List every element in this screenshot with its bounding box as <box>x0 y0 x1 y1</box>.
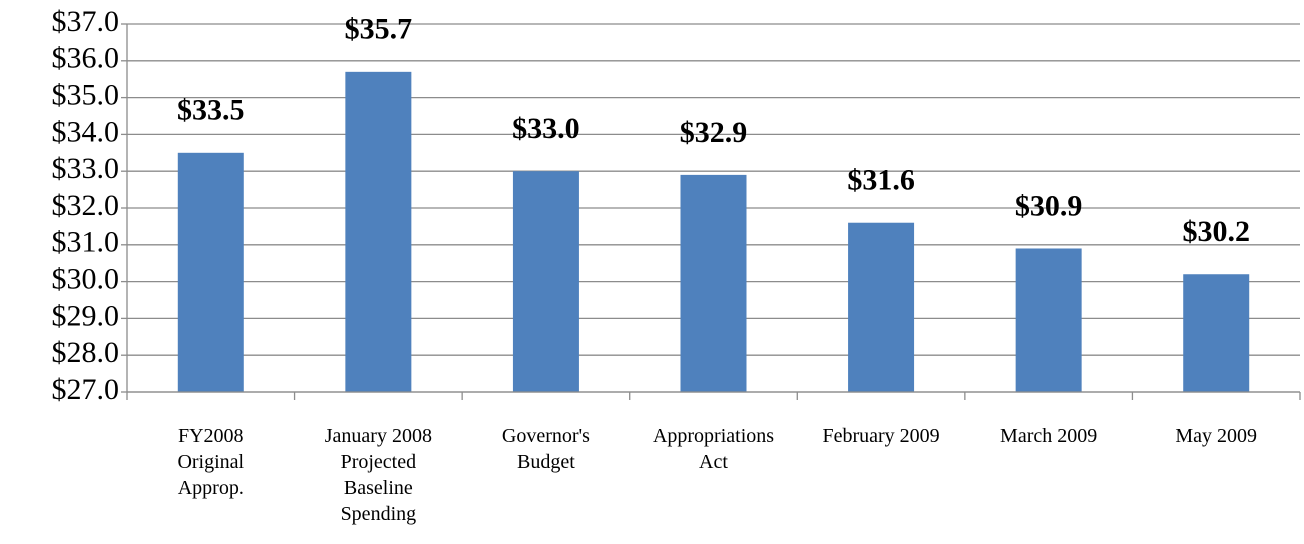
data-label: $33.0 <box>512 112 580 145</box>
y-tick-label: $35.0 <box>52 78 120 111</box>
bar <box>177 152 244 392</box>
x-tick-line: Original <box>177 451 244 473</box>
x-tick-label: Governor's Budget <box>502 425 590 473</box>
bar <box>680 174 747 392</box>
x-tick-label: February 2009 <box>822 425 939 447</box>
data-label: $30.9 <box>1015 189 1083 222</box>
y-tick-label: $31.0 <box>52 226 120 259</box>
x-tick-line: Baseline <box>344 477 413 499</box>
x-tick-line: Approp. <box>178 477 244 499</box>
data-label: $30.2 <box>1182 215 1250 248</box>
x-tick-line: March 2009 <box>1000 425 1097 447</box>
bar <box>512 171 579 392</box>
y-tick-label: $36.0 <box>52 42 120 75</box>
y-tick-label: $28.0 <box>52 336 120 369</box>
x-tick-line: Spending <box>341 503 417 525</box>
x-tick-line: FY2008 <box>178 425 244 447</box>
x-tick-line: Budget <box>517 451 575 473</box>
y-tick-label: $27.0 <box>52 373 120 406</box>
x-tick-line: May 2009 <box>1175 425 1257 447</box>
x-tick-label: January 2008 Projected Baseline Spending <box>325 425 432 525</box>
x-tick-line: Governor's <box>502 425 590 447</box>
y-tick-label: $37.0 <box>52 5 120 38</box>
x-tick-line: January 2008 <box>325 425 432 447</box>
x-tick-line: Act <box>699 451 728 473</box>
y-tick-label: $32.0 <box>52 189 120 222</box>
bar <box>1183 274 1250 392</box>
data-label: $31.6 <box>847 164 915 197</box>
data-label: $33.5 <box>177 94 245 127</box>
x-tick-label: March 2009 <box>1000 425 1097 447</box>
x-tick-line: Projected <box>341 451 417 473</box>
x-tick-line: February 2009 <box>822 425 939 447</box>
y-tick-label: $34.0 <box>52 115 120 148</box>
data-label: $35.7 <box>345 13 413 46</box>
x-tick-line: Appropriations <box>653 425 774 447</box>
x-tick-label: FY2008 Original Approp. <box>177 425 244 499</box>
bar <box>1015 248 1082 392</box>
y-tick-label: $29.0 <box>52 299 120 332</box>
bar <box>848 222 915 392</box>
y-tick-label: $30.0 <box>52 262 120 295</box>
bar <box>345 71 412 392</box>
x-tick-label: Appropriations Act <box>653 425 774 473</box>
data-label: $32.9 <box>680 116 748 149</box>
x-tick-label: May 2009 <box>1175 425 1257 447</box>
y-tick-label: $33.0 <box>52 152 120 185</box>
